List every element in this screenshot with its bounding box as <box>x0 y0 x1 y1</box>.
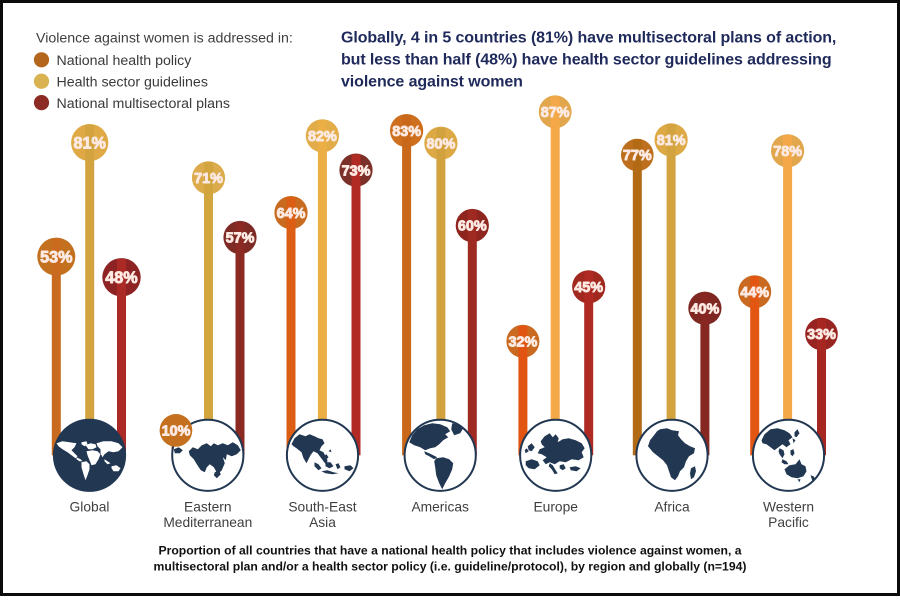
svg-text:Western: Western <box>763 500 814 515</box>
svg-text:Violence against women is addr: Violence against women is addressed in: <box>36 31 293 47</box>
svg-text:National multisectoral plans: National multisectoral plans <box>57 96 231 112</box>
svg-text:57%: 57% <box>226 231 255 247</box>
svg-text:but less than half (48%) have: but less than half (48%) have health sec… <box>341 52 832 69</box>
svg-text:Americas: Americas <box>411 500 469 515</box>
svg-text:10%: 10% <box>162 424 191 440</box>
svg-text:violence against women: violence against women <box>341 74 523 91</box>
svg-text:South-East: South-East <box>288 500 356 515</box>
svg-text:multisectoral plan and/or a he: multisectoral plan and/or a health secto… <box>154 560 747 574</box>
svg-text:81%: 81% <box>657 133 686 149</box>
svg-text:Pacific: Pacific <box>768 515 809 530</box>
svg-text:81%: 81% <box>73 134 105 152</box>
svg-text:82%: 82% <box>308 129 337 145</box>
svg-text:Africa: Africa <box>654 500 690 515</box>
svg-text:Globally, 4 in 5 countries (81: Globally, 4 in 5 countries (81%) have mu… <box>341 30 836 47</box>
svg-text:Health sector guidelines: Health sector guidelines <box>57 74 208 90</box>
svg-text:Eastern: Eastern <box>184 500 232 515</box>
svg-text:Asia: Asia <box>309 515 336 530</box>
svg-text:National health policy: National health policy <box>57 53 193 69</box>
svg-text:Global: Global <box>70 500 110 515</box>
svg-text:71%: 71% <box>194 171 223 187</box>
svg-text:83%: 83% <box>392 124 421 140</box>
svg-text:80%: 80% <box>426 136 455 152</box>
svg-text:73%: 73% <box>342 163 371 179</box>
svg-text:87%: 87% <box>541 105 570 121</box>
svg-text:40%: 40% <box>690 301 719 317</box>
svg-text:44%: 44% <box>740 285 769 301</box>
svg-text:78%: 78% <box>773 144 802 160</box>
svg-text:77%: 77% <box>623 148 652 164</box>
svg-text:Mediterranean: Mediterranean <box>163 515 252 530</box>
svg-text:33%: 33% <box>807 327 836 343</box>
svg-text:45%: 45% <box>574 280 603 296</box>
svg-text:Europe: Europe <box>533 500 578 515</box>
svg-text:Proportion of all countries th: Proportion of all countries that have a … <box>158 544 741 558</box>
svg-text:32%: 32% <box>508 334 537 350</box>
svg-text:53%: 53% <box>40 248 72 266</box>
svg-text:60%: 60% <box>458 219 487 235</box>
svg-text:48%: 48% <box>105 269 137 287</box>
svg-text:64%: 64% <box>277 206 306 222</box>
